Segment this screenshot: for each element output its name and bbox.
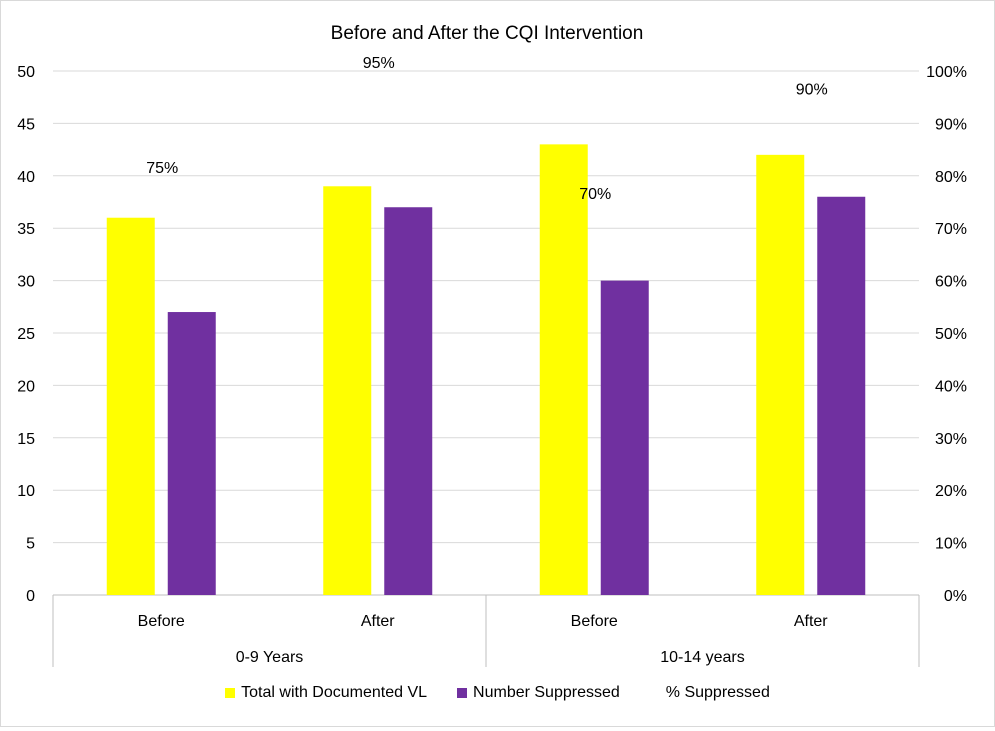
y2-tick-label: 0% [944,588,967,605]
legend-label-suppressed: Number Suppressed [473,684,620,701]
y2-tick-label: 40% [935,378,967,395]
legend-label-percent: % Suppressed [665,684,770,701]
group-label: 10-14 years [660,649,745,666]
bar-suppressed [167,312,216,595]
y2-tick-label: 100% [926,64,967,81]
percent-label: 75% [146,160,178,177]
y2-tick-label: 10% [935,536,967,553]
chart-title: Before and After the CQI Intervention [331,23,644,44]
y2-tick-label: 30% [935,431,967,448]
legend: Total with Documented VL Number Suppress… [1,684,994,702]
y-tick-label: 15 [17,431,35,448]
y-tick-label: 40 [17,169,35,186]
y2-tick-label: 50% [935,326,967,343]
y-tick-label: 45 [17,116,35,133]
legend-item-percent: % Suppressed [650,684,770,702]
bar-suppressed [600,280,649,595]
y-tick-label: 35 [17,221,35,238]
bar-total [106,217,155,595]
legend-swatch-percent [650,688,660,698]
x-tick-label: Before [571,613,618,630]
legend-swatch-suppressed [457,688,468,698]
y-tick-label: 30 [17,274,35,291]
x-tick-label: After [794,613,828,630]
percent-label: 70% [579,186,611,203]
y-tick-label: 50 [17,64,35,81]
y2-tick-label: 70% [935,221,967,238]
percent-label: 90% [796,81,828,98]
x-tick-label: Before [138,613,185,630]
y2-tick-label: 20% [935,483,967,500]
legend-item-suppressed: Number Suppressed [457,684,620,702]
bar-total [323,186,372,595]
y2-tick-label: 90% [935,116,967,133]
bar-total [539,144,588,596]
y-tick-label: 20 [17,378,35,395]
percent-label: 95% [363,55,395,72]
bar-total [756,154,805,595]
y2-tick-label: 80% [935,169,967,186]
y-tick-label: 5 [26,536,35,553]
y-tick-label: 10 [17,483,35,500]
legend-swatch-total [225,688,236,698]
group-label: 0-9 Years [236,649,304,666]
legend-label-total: Total with Documented VL [241,684,428,701]
y-tick-label: 0 [26,588,35,605]
bar-suppressed [817,196,866,595]
bar-suppressed [384,207,433,596]
x-tick-label: After [361,613,395,630]
y-tick-label: 25 [17,326,35,343]
y2-tick-label: 60% [935,274,967,291]
legend-item-total: Total with Documented VL [225,684,427,702]
